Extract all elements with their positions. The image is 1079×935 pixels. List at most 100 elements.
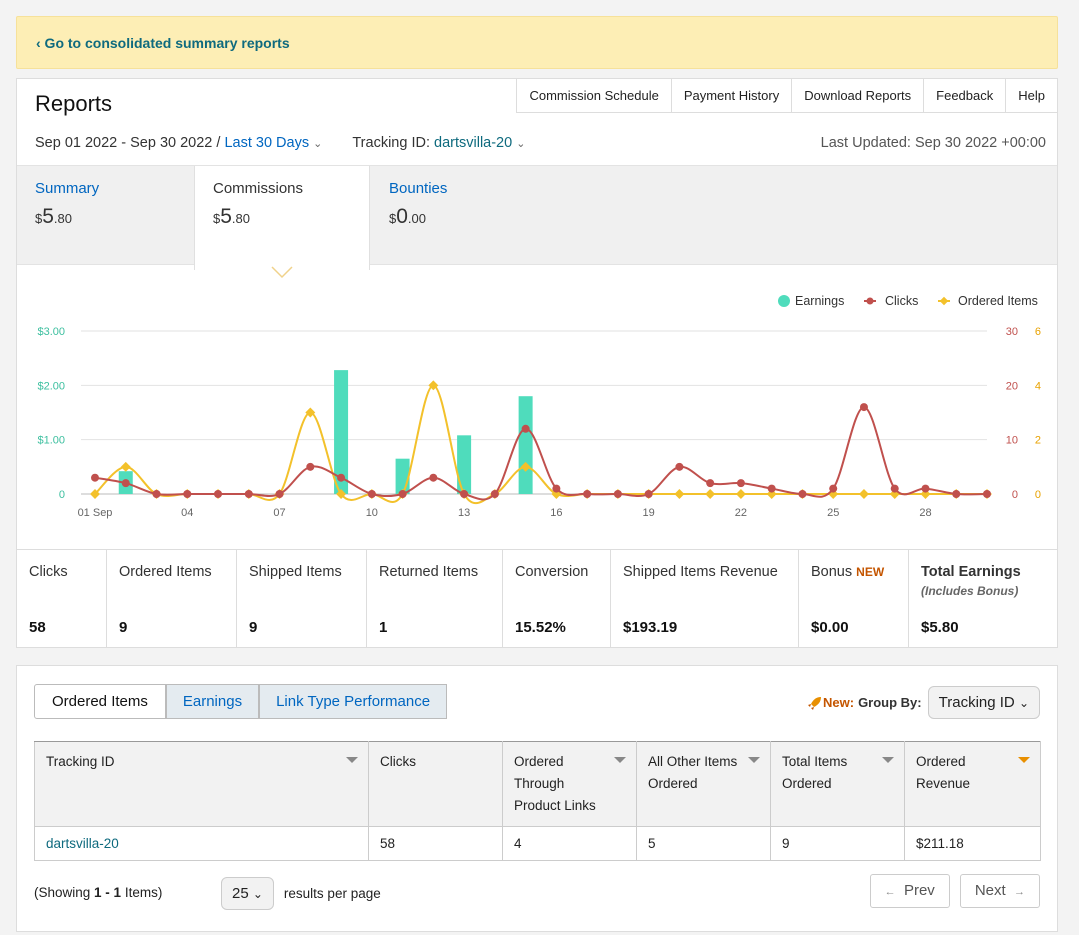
ordered-items-point (120, 461, 131, 472)
clicks-point (306, 462, 315, 471)
clicks-point (121, 479, 130, 488)
ordered-items-line (94, 384, 987, 505)
date-preset-label: Last 30 Days (224, 135, 310, 151)
clicks-point (829, 484, 838, 493)
tracking-id-cell[interactable]: dartsvilla-20 (34, 826, 369, 861)
y-left-tick-label: $2.00 (37, 380, 65, 392)
consolidated-reports-link[interactable]: ‹ Go to consolidated summary reports (36, 35, 290, 51)
y-right-clicks-tick-label: 10 (1006, 435, 1018, 447)
tab-ordered-items[interactable]: Ordered Items (34, 684, 166, 719)
date-preset-dropdown[interactable]: Last 30 Days ⌄ (224, 135, 322, 151)
feedback-link[interactable]: Feedback (923, 79, 1006, 113)
clicks-point (706, 479, 715, 488)
stat-conversion: Conversion 15.52% (503, 550, 611, 648)
x-tick-label: 19 (643, 507, 655, 519)
clicks-point (244, 490, 253, 498)
y-right-items-tick-label: 2 (1035, 435, 1041, 447)
y-right-clicks-tick-label: 0 (1012, 489, 1018, 501)
tab-summary-label: Summary (35, 180, 100, 197)
next-button[interactable]: Next → (959, 874, 1040, 908)
ordered-items-point (674, 489, 685, 499)
y-left-tick-label: $3.00 (37, 326, 65, 338)
clicks-point (398, 490, 407, 498)
tab-commissions-label: Commissions (213, 180, 304, 197)
col-total-items[interactable]: Total Items Ordered (770, 741, 905, 827)
sort-icon[interactable] (614, 757, 626, 763)
per-page-label: results per page (283, 886, 381, 901)
last-updated: Last Updated: Sep 30 2022 +00:00 (820, 135, 1046, 151)
pagination: ← Prev Next → (860, 874, 1040, 908)
x-tick-label: 25 (827, 507, 839, 519)
col-all-other-items[interactable]: All Other Items Ordered (636, 741, 771, 827)
tab-commissions-amount: $5.80 (213, 205, 250, 228)
download-reports-link[interactable]: Download Reports (791, 79, 924, 113)
x-tick-label: 16 (550, 507, 562, 519)
stat-shipped-revenue: Shipped Items Revenue $193.19 (611, 550, 799, 648)
sort-icon[interactable] (346, 757, 358, 763)
date-filter-row: Sep 01 2022 - Sep 30 2022 / Last 30 Days… (35, 135, 525, 151)
col-clicks[interactable]: Clicks (368, 741, 503, 827)
clicks-point (613, 490, 622, 498)
clicks-point (736, 479, 745, 488)
per-page: 25 ⌄ results per page (221, 877, 381, 910)
stat-bonus: Bonus NEW $0.00 (799, 550, 909, 648)
clicks-point (921, 484, 930, 493)
help-link[interactable]: Help (1005, 79, 1057, 113)
col-tracking-id[interactable]: Tracking ID (34, 741, 369, 827)
table-row: dartsvilla-20 58 4 5 9 $211.18 (34, 826, 1041, 861)
prev-button[interactable]: ← Prev (869, 874, 950, 908)
clicks-point (337, 473, 346, 482)
sort-icon[interactable] (748, 757, 760, 763)
clicks-point (798, 490, 807, 498)
tracking-id-dropdown[interactable]: dartsvilla-20 ⌄ (434, 135, 525, 151)
y-left-tick-label: $1.00 (37, 435, 65, 447)
reports-panel: Reports Commission Schedule Payment Hist… (16, 78, 1058, 648)
revenue-cell: $211.18 (904, 826, 1041, 861)
sort-icon[interactable] (1018, 757, 1030, 763)
clicks-point (675, 462, 684, 471)
clicks-point (91, 473, 99, 482)
x-tick-label: 07 (273, 507, 285, 519)
chevron-down-icon: ⌄ (252, 887, 263, 901)
y-right-clicks-tick-label: 30 (1006, 326, 1018, 338)
earnings-bar (518, 396, 533, 494)
tab-bounties[interactable]: Bounties $0.00 (371, 166, 549, 266)
clicks-point (644, 490, 653, 498)
tab-link-type-performance[interactable]: Link Type Performance (259, 684, 448, 719)
clicks-point (552, 484, 561, 493)
report-tabs: Ordered Items Earnings Link Type Perform… (34, 684, 448, 719)
legend-clicks-marker (866, 297, 874, 305)
clicks-line (94, 406, 988, 501)
tab-summary-amount: $5.80 (35, 205, 72, 228)
sort-icon[interactable] (882, 757, 894, 763)
y-right-items-tick-label: 6 (1035, 326, 1041, 338)
col-ordered-through-links[interactable]: Ordered Through Product Links (502, 741, 637, 827)
clicks-cell: 58 (368, 826, 503, 861)
per-page-select[interactable]: 25 ⌄ (221, 877, 274, 910)
clicks-point (367, 490, 376, 498)
tracking-id-value: dartsvilla-20 (434, 135, 513, 151)
commission-schedule-link[interactable]: Commission Schedule (516, 79, 671, 113)
col-ordered-revenue[interactable]: Ordered Revenue (904, 741, 1041, 827)
new-badge: NEW (856, 565, 885, 579)
x-tick-label: 04 (181, 507, 193, 519)
clicks-point (983, 490, 991, 498)
stat-clicks: Clicks 58 (17, 550, 107, 648)
tab-earnings[interactable]: Earnings (165, 684, 260, 719)
group-by-label: Group By: (858, 695, 922, 710)
group-by-select[interactable]: Tracking ID ⌄ (927, 686, 1040, 719)
payment-history-link[interactable]: Payment History (670, 79, 792, 113)
x-tick-label: 13 (458, 507, 470, 519)
arrow-right-icon: → (1014, 886, 1025, 898)
y-left-tick-label: 0 (59, 489, 65, 501)
ordered-through-cell: 4 (502, 826, 637, 861)
clicks-point (767, 484, 776, 493)
ordered-items-point (735, 489, 746, 499)
legend-clicks-label: Clicks (885, 294, 918, 308)
stat-shipped-items: Shipped Items 9 (237, 550, 367, 648)
group-by-new-label: New: (823, 695, 855, 710)
tab-commissions[interactable]: Commissions $5.80 (194, 166, 370, 270)
ordered-items-point (705, 489, 716, 499)
clicks-point (152, 490, 161, 498)
tab-summary[interactable]: Summary $5.80 (17, 166, 195, 266)
